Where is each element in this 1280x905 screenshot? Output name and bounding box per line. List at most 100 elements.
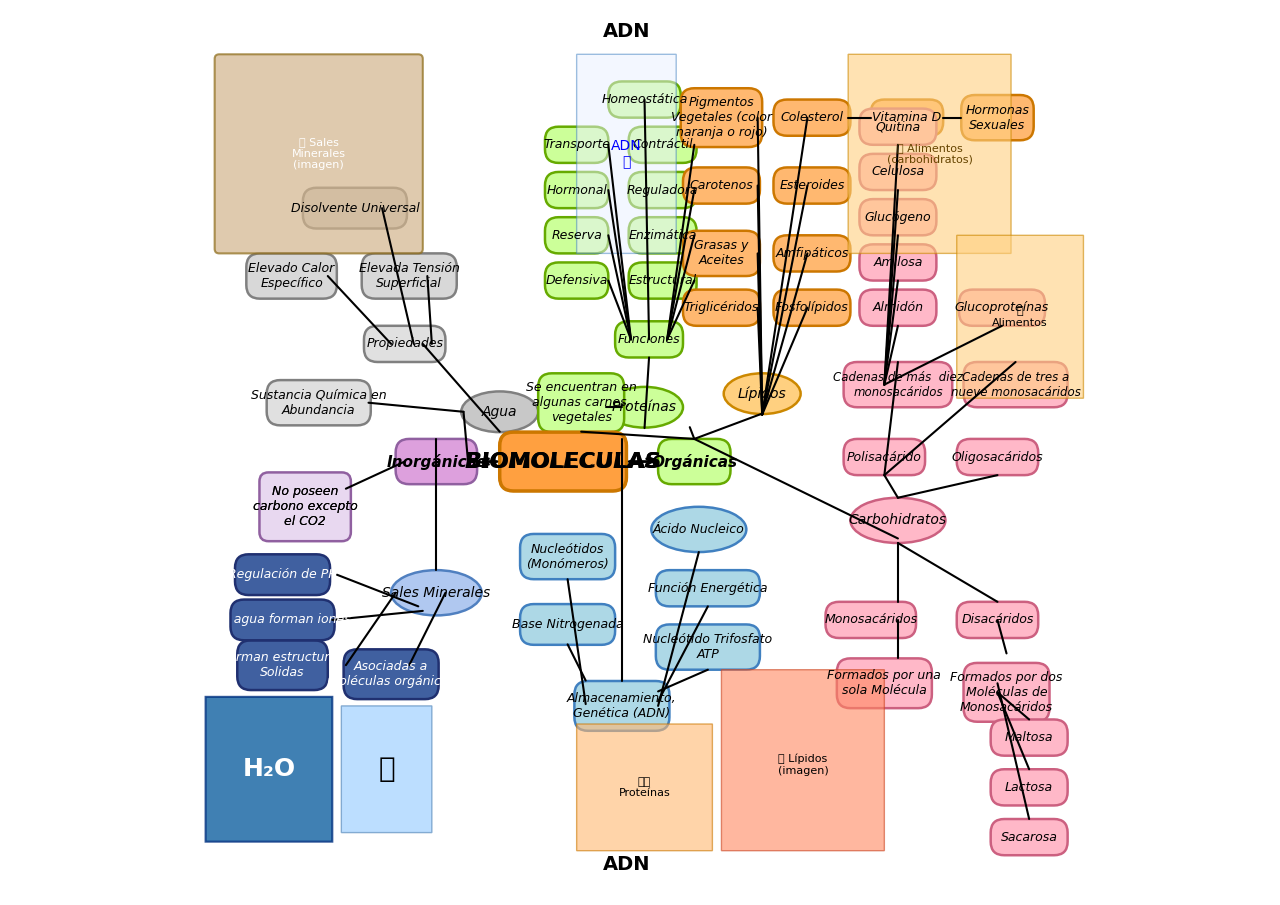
FancyBboxPatch shape (859, 109, 937, 145)
Ellipse shape (605, 387, 684, 428)
FancyBboxPatch shape (343, 650, 439, 699)
Text: Almacenamiento,
Genética (ADN): Almacenamiento, Genética (ADN) (567, 692, 677, 719)
Text: Defensiva: Defensiva (545, 274, 608, 287)
Text: Cadenas de más  diez
monosacáridos: Cadenas de más diez monosacáridos (833, 371, 963, 398)
Text: Quitina: Quitina (876, 120, 920, 133)
FancyBboxPatch shape (236, 554, 330, 595)
FancyBboxPatch shape (545, 127, 608, 163)
Text: Propiedades: Propiedades (366, 338, 443, 350)
FancyBboxPatch shape (545, 262, 608, 299)
FancyBboxPatch shape (722, 670, 884, 851)
FancyBboxPatch shape (684, 290, 760, 326)
FancyBboxPatch shape (538, 373, 625, 432)
FancyBboxPatch shape (545, 217, 608, 253)
FancyBboxPatch shape (628, 127, 696, 163)
Text: Lípidos: Lípidos (737, 386, 786, 401)
FancyBboxPatch shape (849, 54, 1011, 253)
FancyBboxPatch shape (859, 290, 937, 326)
Ellipse shape (392, 570, 481, 615)
FancyBboxPatch shape (991, 819, 1068, 855)
FancyBboxPatch shape (859, 154, 937, 190)
Text: ADN
🧬: ADN 🧬 (611, 138, 641, 169)
FancyBboxPatch shape (684, 231, 760, 276)
Text: Homeostática: Homeostática (602, 93, 687, 106)
FancyBboxPatch shape (964, 362, 1068, 407)
FancyBboxPatch shape (628, 172, 696, 208)
Ellipse shape (652, 507, 746, 552)
Text: Lactosa: Lactosa (1005, 781, 1053, 794)
FancyBboxPatch shape (362, 253, 457, 299)
FancyBboxPatch shape (364, 326, 445, 362)
FancyBboxPatch shape (844, 362, 952, 407)
FancyBboxPatch shape (520, 605, 616, 644)
FancyBboxPatch shape (959, 290, 1044, 326)
Text: Asociadas a
moléculas orgánicas: Asociadas a moléculas orgánicas (328, 661, 456, 688)
Text: 🥘 Alimentos
(carbohidratos): 🥘 Alimentos (carbohidratos) (887, 143, 973, 165)
FancyBboxPatch shape (499, 433, 626, 491)
Text: BIOMOLECULAS: BIOMOLECULAS (465, 452, 662, 472)
Text: Reguladora: Reguladora (627, 184, 699, 196)
Text: Hormonas
Sexuales: Hormonas Sexuales (965, 104, 1029, 131)
Text: Regulación de PH: Regulación de PH (228, 568, 338, 581)
Text: Orgánicas: Orgánicas (652, 453, 737, 470)
FancyBboxPatch shape (870, 100, 943, 136)
Text: Ácido Nucleico: Ácido Nucleico (653, 523, 745, 536)
Text: 🍊
Alimentos: 🍊 Alimentos (992, 306, 1048, 328)
Text: Nucleótidos
(Monómeros): Nucleótidos (Monómeros) (526, 543, 609, 570)
Text: Enzimática: Enzimática (628, 229, 696, 242)
FancyBboxPatch shape (684, 167, 760, 204)
Text: Nucleótido Trifosfato
ATP: Nucleótido Trifosfato ATP (644, 634, 772, 661)
FancyBboxPatch shape (206, 697, 333, 842)
FancyBboxPatch shape (844, 439, 925, 475)
FancyBboxPatch shape (773, 167, 850, 204)
Text: ADN: ADN (603, 855, 650, 873)
FancyBboxPatch shape (520, 534, 616, 579)
FancyBboxPatch shape (628, 262, 696, 299)
Text: Amilosa: Amilosa (873, 256, 923, 269)
Text: Carotenos: Carotenos (690, 179, 754, 192)
FancyBboxPatch shape (859, 244, 937, 281)
FancyBboxPatch shape (655, 624, 760, 670)
FancyBboxPatch shape (396, 439, 477, 484)
Text: Estructural: Estructural (628, 274, 696, 287)
FancyBboxPatch shape (956, 602, 1038, 638)
Text: Colesterol: Colesterol (781, 111, 844, 124)
Ellipse shape (850, 498, 946, 543)
Text: Esteroides: Esteroides (780, 179, 845, 192)
FancyBboxPatch shape (859, 199, 937, 235)
Text: Se encuentran en
algunas carnes,
vegetales: Se encuentran en algunas carnes, vegetal… (526, 381, 636, 424)
Text: Hormonal: Hormonal (547, 184, 607, 196)
Text: Sustancia Química en
Abundancia: Sustancia Química en Abundancia (251, 389, 387, 416)
Text: 🥩🥚
Proteínas: 🥩🥚 Proteínas (618, 776, 671, 798)
Text: Forman estructuras
Solidas: Forman estructuras Solidas (221, 652, 344, 679)
Text: Glucógeno: Glucógeno (864, 211, 932, 224)
Text: Formados por dos
Moléculas de
Monosacáridos: Formados por dos Moléculas de Monosacári… (950, 671, 1062, 714)
Text: Formados por una
sola Molécula: Formados por una sola Molécula (827, 670, 941, 697)
FancyBboxPatch shape (342, 706, 431, 833)
Text: Elevada Tensión
Superficial: Elevada Tensión Superficial (358, 262, 460, 290)
Text: Base Nitrogenada: Base Nitrogenada (512, 618, 623, 631)
Text: Sacarosa: Sacarosa (1001, 831, 1057, 843)
FancyBboxPatch shape (837, 659, 932, 708)
FancyBboxPatch shape (575, 681, 669, 731)
FancyBboxPatch shape (826, 602, 916, 638)
Text: Celulosa: Celulosa (872, 166, 924, 178)
Text: Amfipáticos: Amfipáticos (776, 247, 849, 260)
FancyBboxPatch shape (961, 95, 1034, 140)
Text: 🐟 Lípidos
(imagen): 🐟 Lípidos (imagen) (777, 754, 828, 776)
Text: Glucoproteínas: Glucoproteínas (955, 301, 1050, 314)
Text: Almidón: Almidón (873, 301, 923, 314)
Text: ADN: ADN (603, 23, 650, 41)
Ellipse shape (723, 374, 800, 414)
Text: BIOMOLECULAS: BIOMOLECULAS (465, 452, 662, 472)
FancyBboxPatch shape (260, 472, 351, 541)
Text: Oligosacáridos: Oligosacáridos (951, 451, 1043, 463)
Text: Grasas y
Aceites: Grasas y Aceites (694, 240, 749, 267)
Text: Cadenas de tres a
nueve monosacáridos: Cadenas de tres a nueve monosacáridos (951, 371, 1080, 398)
FancyBboxPatch shape (545, 172, 608, 208)
FancyBboxPatch shape (991, 769, 1068, 805)
Text: Pigmentos
Vegetales (color
naranja o rojo): Pigmentos Vegetales (color naranja o roj… (671, 96, 772, 139)
FancyBboxPatch shape (956, 439, 1038, 475)
Text: 💧: 💧 (379, 756, 396, 783)
Text: Vitamina D: Vitamina D (873, 111, 942, 124)
